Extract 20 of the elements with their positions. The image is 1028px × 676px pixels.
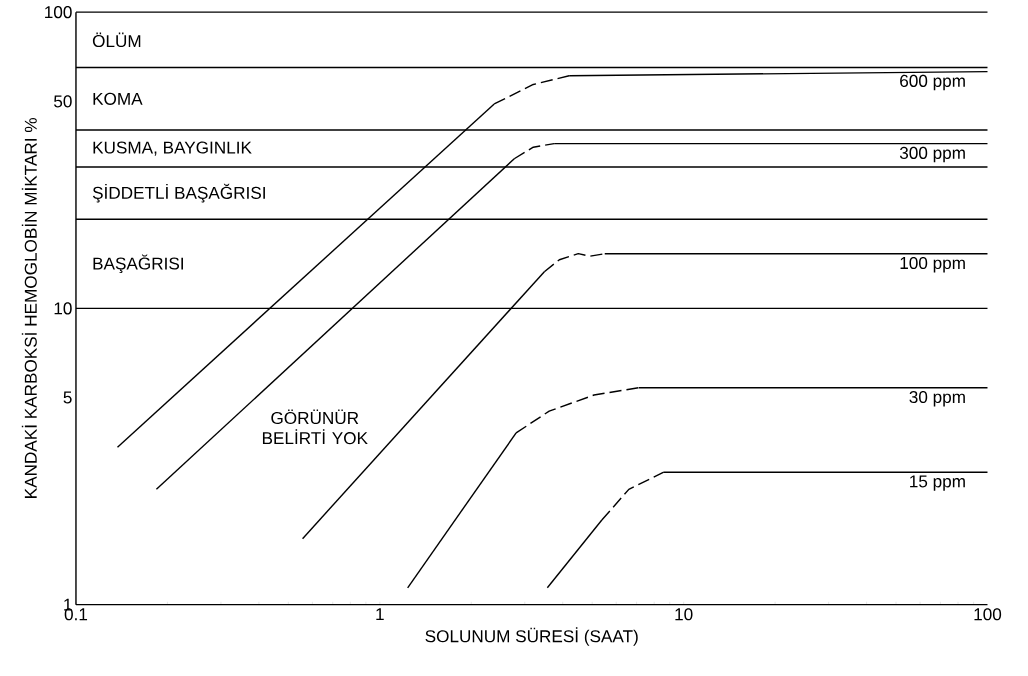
series-label: 100 ppm (900, 257, 965, 273)
series-label: 300 ppm (899, 147, 965, 163)
ref-line-label: KOMA (93, 92, 143, 106)
x-axis-title: SOLUNUM SÜRESİ (SAAT) (425, 627, 638, 646)
y-tick-label: 5 (63, 391, 72, 404)
x-tick-label: 1 (376, 608, 384, 621)
ref-line-label: ŞİDDETLİ BAŞAĞRISI (92, 184, 265, 203)
y-tick-label: 10 (54, 302, 72, 315)
ref-line-label: BAŞAĞRISI (93, 254, 183, 274)
ref-line-label: KUSMA, BAYGINLIK (93, 141, 252, 156)
annotation: GÖRÜNÜR BELİRTİ YOK (262, 409, 368, 445)
y-axis-title: KANDAKİ KARBOKSİ HEMOGLOBİN MİKTARI % (21, 118, 37, 499)
series-label: 15 ppm (910, 475, 965, 492)
y-tick-label: 50 (54, 95, 72, 108)
y-tick-label: 100 (45, 6, 72, 19)
x-tick-label: 100 (974, 608, 1002, 621)
series-label: 30 ppm (909, 391, 965, 407)
series-label: 600 ppm (900, 75, 965, 91)
ref-line-label: ÖLÜM (92, 32, 141, 48)
x-tick-label: 10 (675, 608, 693, 621)
